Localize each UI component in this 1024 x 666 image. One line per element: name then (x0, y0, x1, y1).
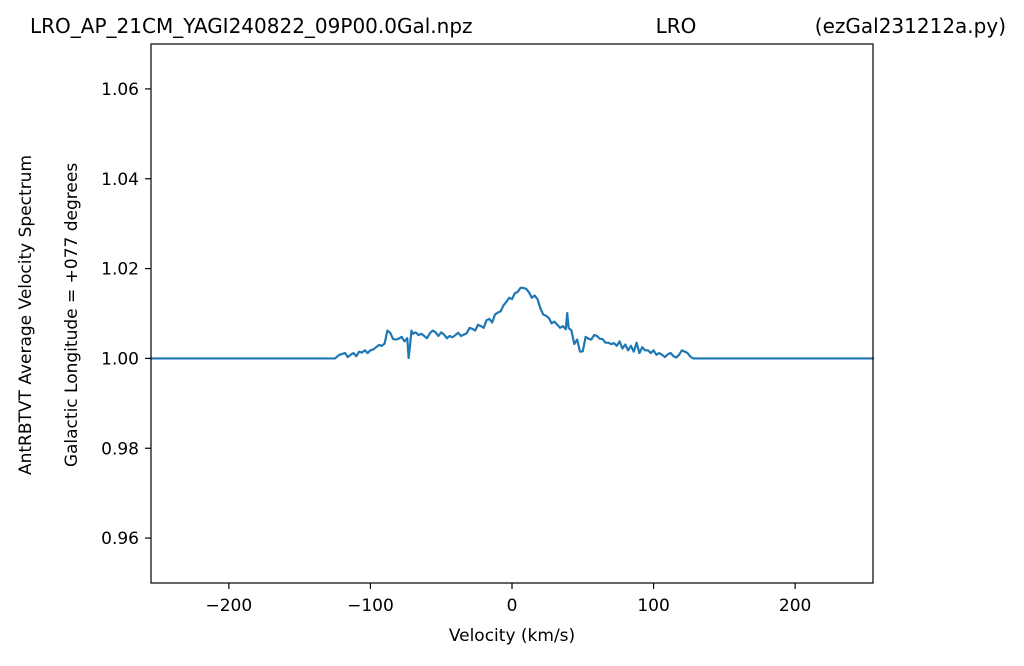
y-tick-label: 1.04 (101, 170, 139, 190)
y-axis-label-line1: AntRBTVT Average Velocity Spectrum (16, 155, 36, 475)
axes-layer: −200 −100 0 100 200 0.96 0.98 1.00 1.02 1.04 1.06 (101, 43, 874, 616)
y-tick-label: 1.00 (101, 349, 139, 369)
x-tick-label: 200 (779, 596, 811, 616)
y-tick-label: 1.02 (101, 260, 139, 280)
y-tick-label: 0.96 (101, 529, 139, 549)
x-tick-label: 0 (507, 596, 518, 616)
y-tick-label: 1.06 (101, 80, 139, 100)
y-tick-label: 0.98 (101, 439, 139, 459)
plot-frame (150, 43, 874, 584)
chart-title-right: (ezGal231212a.py) (815, 14, 1006, 38)
series-layer (149, 286, 875, 360)
chart-title-left: LRO_AP_21CM_YAGI240822_09P00.0Gal.npz (30, 14, 473, 38)
x-tick-label: −100 (347, 596, 394, 616)
x-tick-label: 100 (637, 596, 669, 616)
series-line-0 (149, 286, 875, 360)
x-axis-label: Velocity (km/s) (449, 626, 575, 646)
chart-title-center: LRO (656, 14, 697, 38)
x-tick-label: −200 (206, 596, 253, 616)
y-axis-label-line2: Galactic Longitude = +077 degrees (62, 163, 82, 467)
